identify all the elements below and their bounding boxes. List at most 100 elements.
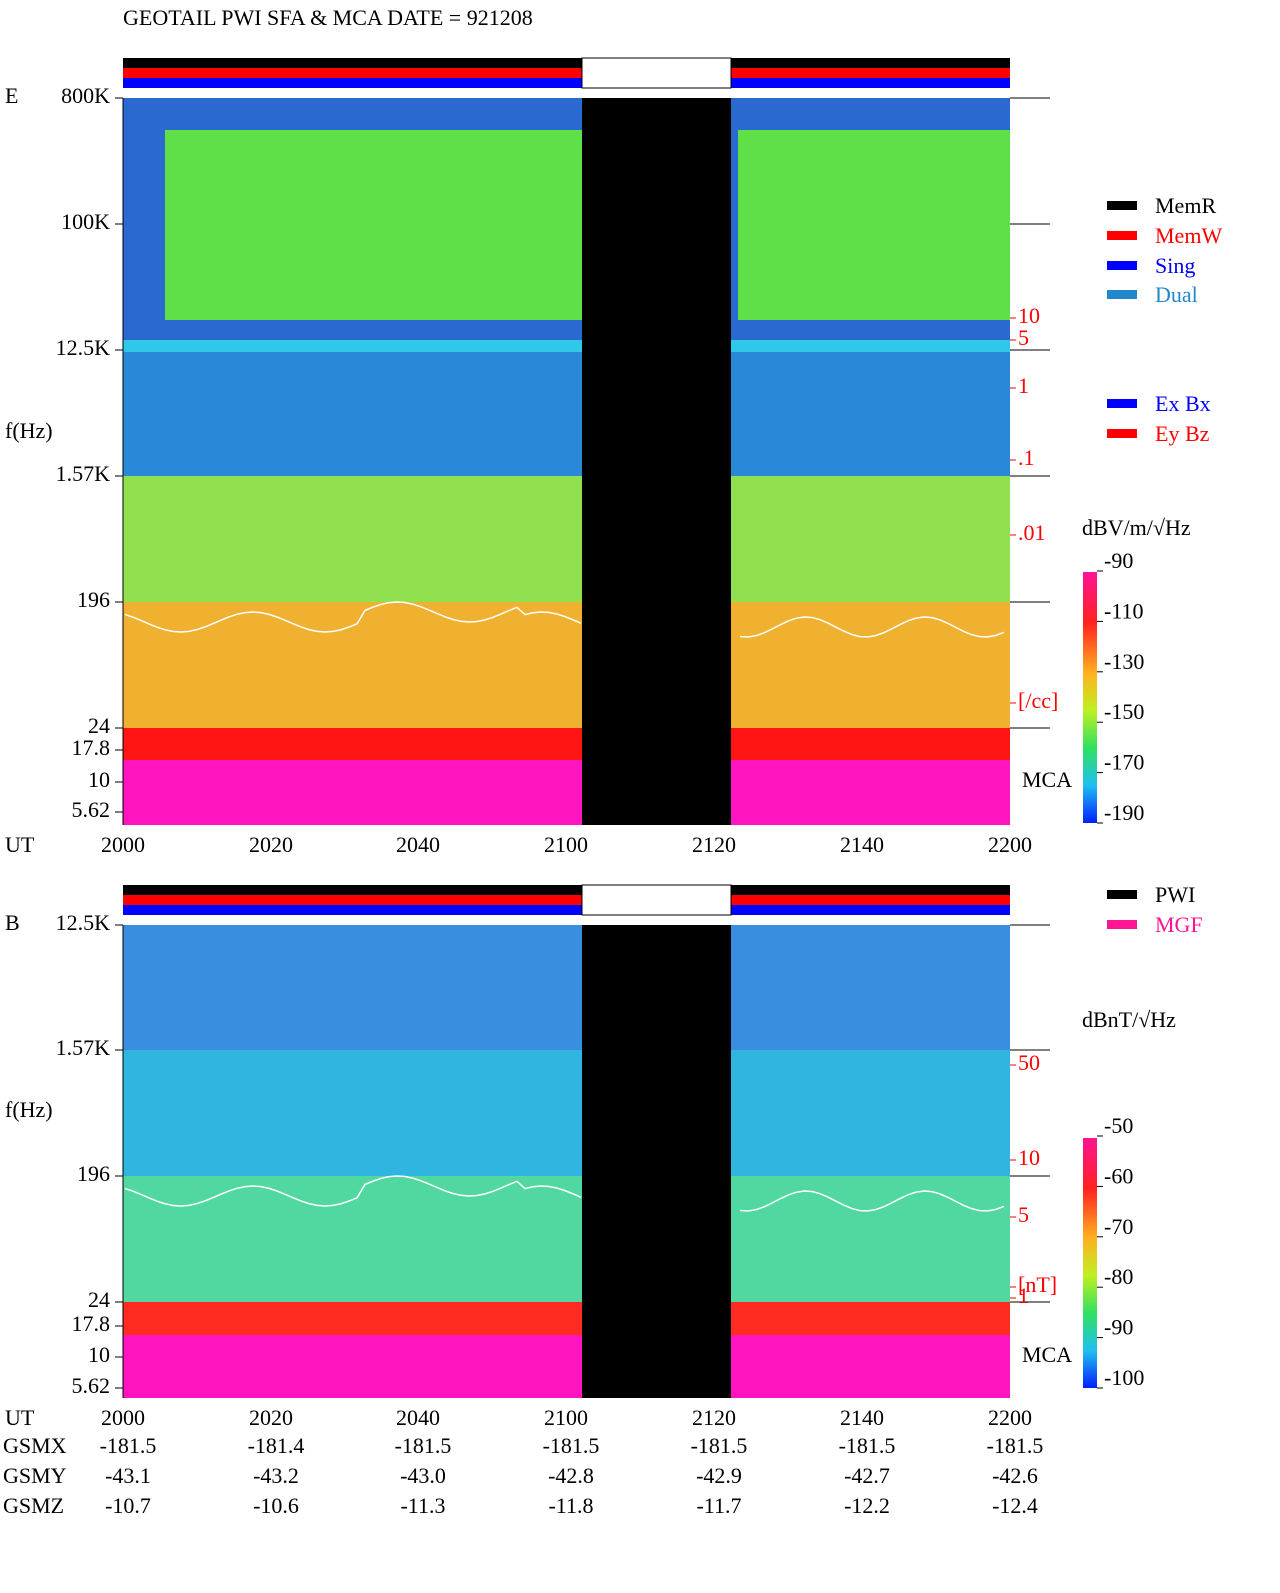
y-tick-label: 12.5K xyxy=(56,335,111,360)
x-tick-label: 2020 xyxy=(249,1405,293,1430)
x-tick-label: 2000 xyxy=(101,1405,145,1430)
spectrum-band xyxy=(123,728,1010,760)
right-scale-label: 5 xyxy=(1018,1202,1029,1227)
y-axis-label: f(Hz) xyxy=(5,1097,53,1122)
orbit-value: -11.7 xyxy=(696,1493,741,1518)
mode-bar xyxy=(123,68,1010,78)
orbit-value: -43.1 xyxy=(105,1463,151,1488)
legend-label: MemR xyxy=(1155,193,1216,218)
y-tick-label: 24 xyxy=(88,1287,110,1312)
spectrum-band xyxy=(123,602,1010,728)
y-axis-label: f(Hz) xyxy=(5,418,53,443)
y-tick-label: 24 xyxy=(88,713,110,738)
spectrum-band xyxy=(123,1335,1010,1398)
orbit-value: -181.5 xyxy=(100,1433,157,1458)
right-scale-label: 10 xyxy=(1018,1145,1040,1170)
spectrum-band xyxy=(165,130,582,320)
orbit-value: -181.5 xyxy=(691,1433,748,1458)
y-tick-label: 5.62 xyxy=(72,797,111,822)
spectrum-band xyxy=(123,1050,1010,1176)
colorbar-tick-label: -70 xyxy=(1104,1214,1133,1239)
orbit-value: -43.2 xyxy=(253,1463,299,1488)
legend-label: PWI xyxy=(1155,882,1195,907)
colorbar-label: dBnT/√Hz xyxy=(1082,1007,1176,1032)
gap xyxy=(581,884,732,916)
x-tick-label: 2000 xyxy=(101,832,145,857)
legend-label: MGF xyxy=(1155,912,1203,937)
data-gap xyxy=(582,925,731,1398)
colorbar-e xyxy=(1083,572,1097,823)
mode-bar xyxy=(123,78,1010,88)
x-tick-label: 2100 xyxy=(544,832,588,857)
legend-swatch xyxy=(1107,920,1137,929)
legend-swatch xyxy=(1107,890,1137,899)
x-tick-label: 2200 xyxy=(988,832,1032,857)
orbit-value: -181.5 xyxy=(395,1433,452,1458)
colorbar-tick-label: -190 xyxy=(1104,800,1144,825)
y-tick-label: 1.57K xyxy=(56,1035,111,1060)
legend-swatch xyxy=(1107,429,1137,438)
mode-bar xyxy=(123,895,1010,905)
x-tick-label: 2100 xyxy=(544,1405,588,1430)
spectrum-band xyxy=(123,1302,1010,1335)
colorbar-b xyxy=(1083,1138,1097,1388)
x-tick-label: 2020 xyxy=(249,832,293,857)
colorbar-tick-label: -90 xyxy=(1104,1315,1133,1340)
legend-swatch xyxy=(1107,261,1137,270)
right-scale-label: 1 xyxy=(1018,1283,1029,1308)
y-tick-label: 12.5K xyxy=(56,910,111,935)
y-tick-label: 17.8 xyxy=(72,1311,111,1336)
colorbar-tick-label: -90 xyxy=(1104,548,1133,573)
mode-bar xyxy=(123,905,1010,915)
spectrum-band xyxy=(123,476,1010,602)
x-tick-label: 2120 xyxy=(692,1405,736,1430)
colorbar-tick-label: -150 xyxy=(1104,699,1144,724)
right-scale-label: .01 xyxy=(1018,520,1046,545)
y-tick-label: 196 xyxy=(77,1161,110,1186)
y-tick-label: 100K xyxy=(61,209,110,234)
density-trace xyxy=(124,601,582,633)
orbit-value: -42.8 xyxy=(548,1463,594,1488)
spectrum-band xyxy=(123,1176,1010,1302)
orbit-value: -10.6 xyxy=(253,1493,299,1518)
x-tick-label: 2140 xyxy=(840,832,884,857)
orbit-label: GSMZ xyxy=(3,1493,64,1518)
title: GEOTAIL PWI SFA & MCA DATE = 921208 xyxy=(123,5,533,30)
spectrum-band xyxy=(123,352,1010,476)
colorbar-tick-label: -170 xyxy=(1104,750,1144,775)
density-trace xyxy=(739,616,1005,638)
orbit-value: -11.8 xyxy=(548,1493,593,1518)
y-tick-label: 17.8 xyxy=(72,735,111,760)
data-gap xyxy=(582,98,731,825)
x-tick-label: 2040 xyxy=(396,1405,440,1430)
y-tick-label: 5.62 xyxy=(72,1373,111,1398)
colorbar-tick-label: -60 xyxy=(1104,1163,1133,1188)
orbit-value: -181.5 xyxy=(839,1433,896,1458)
y-tick-label: 800K xyxy=(61,83,110,108)
y-tick-label: 10 xyxy=(88,1342,110,1367)
gap xyxy=(581,57,732,89)
legend-label: Dual xyxy=(1155,282,1198,307)
spectrum-band xyxy=(123,340,1010,352)
y-tick-label: 1.57K xyxy=(56,461,111,486)
legend-label: MemW xyxy=(1155,223,1222,248)
y-tick-label: 196 xyxy=(77,587,110,612)
colorbar-tick-label: -110 xyxy=(1104,598,1144,623)
spectrum-band xyxy=(123,760,1010,825)
y-tick-label: 10 xyxy=(88,767,110,792)
x-axis-label: UT xyxy=(5,832,35,857)
spectrum-band xyxy=(738,130,1010,320)
spectrum-band xyxy=(123,925,1010,1050)
orbit-value: -42.6 xyxy=(992,1463,1038,1488)
right-scale-label: 5 xyxy=(1018,325,1029,350)
orbit-value: -12.2 xyxy=(844,1493,890,1518)
right-scale-label: 10 xyxy=(1018,303,1040,328)
orbit-label: GSMX xyxy=(3,1433,67,1458)
legend-swatch xyxy=(1107,399,1137,408)
mode-bar xyxy=(123,58,1010,68)
right-scale-label: 50 xyxy=(1018,1050,1040,1075)
x-axis-label: UT xyxy=(5,1405,35,1430)
legend-label: Ey Bz xyxy=(1155,421,1210,446)
colorbar-tick-label: -130 xyxy=(1104,649,1144,674)
mode-bar xyxy=(123,885,1010,895)
